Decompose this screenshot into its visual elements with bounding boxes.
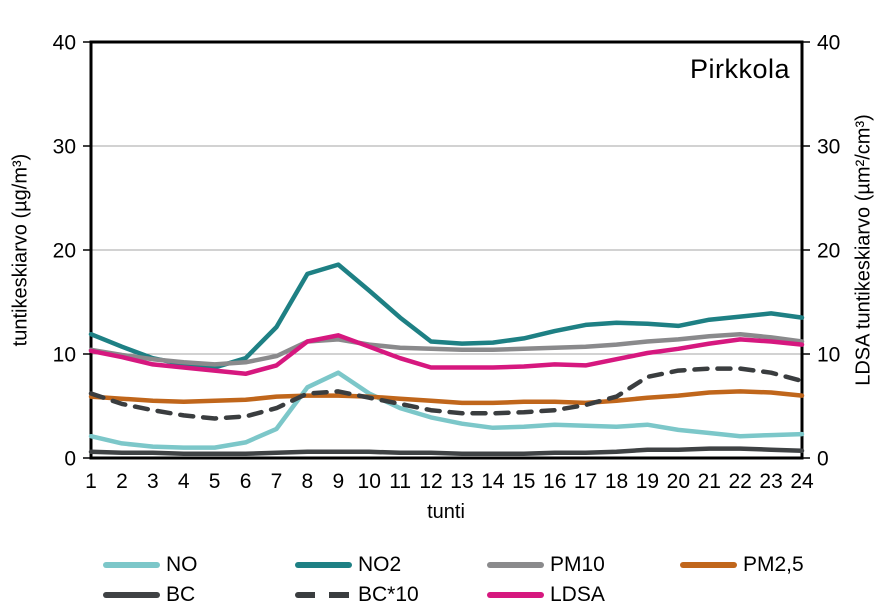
x-axis-label-12: 12 <box>419 470 442 493</box>
x-axis-label-16: 16 <box>543 470 566 493</box>
plot-frame <box>89 40 804 460</box>
right-axis-label-10: 10 <box>817 343 840 366</box>
x-axis-label-6: 6 <box>240 470 252 493</box>
x-axis-label-17: 17 <box>574 470 597 493</box>
x-axis-label-4: 4 <box>178 470 190 493</box>
left-axis-label-40: 40 <box>53 31 76 54</box>
series-line-pm2-5 <box>88 389 805 406</box>
x-axis-label-11: 11 <box>389 470 411 493</box>
x-axis-label-13: 13 <box>450 470 473 493</box>
x-axis-label-8: 8 <box>302 470 314 493</box>
right-axis-label-40: 40 <box>817 31 840 54</box>
right-axis-label-20: 20 <box>817 239 840 262</box>
x-axis-label-19: 19 <box>636 470 659 493</box>
x-axis-label-18: 18 <box>605 470 628 493</box>
x-axis-title: tunti <box>427 501 465 523</box>
left-axis-label-10: 10 <box>53 343 76 366</box>
x-axis-label-14: 14 <box>481 470 505 493</box>
x-axis-label-2: 2 <box>116 470 128 493</box>
x-axis-label-10: 10 <box>358 470 381 493</box>
series-line-ldsa <box>88 333 805 377</box>
left-axis-label-0: 0 <box>64 447 76 470</box>
series-line-no2 <box>88 262 805 370</box>
x-axis-label-21: 21 <box>698 470 721 493</box>
chart-title: Pirkkola <box>689 54 790 84</box>
series-line-bc-10 <box>88 366 805 421</box>
x-axis-label-3: 3 <box>147 470 159 493</box>
left-axis-label-20: 20 <box>53 239 76 262</box>
x-axis-label-23: 23 <box>759 470 782 493</box>
x-axis-label-15: 15 <box>512 470 535 493</box>
series-line-pm10 <box>88 331 805 367</box>
x-axis-label-20: 20 <box>667 470 690 493</box>
x-axis-label-1: 1 <box>85 470 97 493</box>
x-axis-label-5: 5 <box>209 470 221 493</box>
right-axis-label-0: 0 <box>817 447 829 470</box>
right-axis-label-30: 30 <box>817 135 840 158</box>
x-axis-label-22: 22 <box>728 470 751 493</box>
x-axis-label-24: 24 <box>790 470 814 493</box>
series-line-bc <box>88 446 805 457</box>
left-axis-title: tuntikeskiarvo (µg/m³) <box>9 153 32 347</box>
left-axis-label-30: 30 <box>53 135 76 158</box>
series-line-no <box>88 370 805 450</box>
right-axis-title: LDSA tuntikeskiarvo (µm²/cm³) <box>852 114 875 386</box>
x-axis-label-9: 9 <box>332 470 344 493</box>
x-axis-label-7: 7 <box>271 470 283 493</box>
